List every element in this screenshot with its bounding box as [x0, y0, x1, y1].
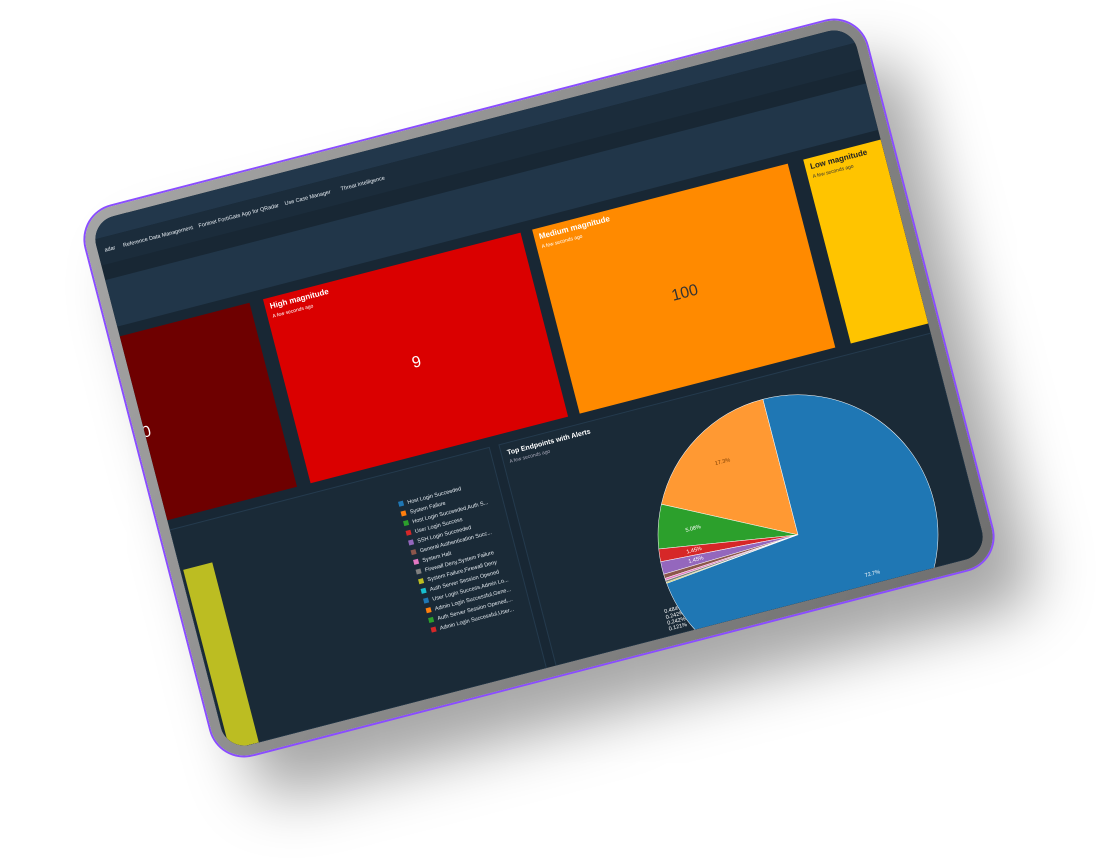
tile — [90, 302, 298, 553]
pie-slice — [661, 398, 799, 536]
tile — [262, 232, 569, 484]
pie-label: 0.121% — [668, 622, 688, 633]
dashboard: Top Endpoints with Alerts A few seconds … — [90, 25, 988, 751]
legend-swatch — [418, 578, 425, 585]
header — [90, 25, 856, 240]
legend-swatch — [415, 568, 422, 575]
pie-label: 72.7% — [864, 569, 881, 579]
legend-swatch — [428, 616, 435, 623]
legend-swatch — [400, 510, 407, 517]
legend-swatch — [410, 549, 417, 556]
pie-label: 0.242% — [667, 616, 687, 627]
pie-label: 17.3% — [714, 457, 731, 467]
nav-bar — [94, 42, 863, 266]
nav-tab: adar — [104, 245, 116, 254]
bar — [183, 562, 259, 750]
tile — [532, 163, 836, 414]
legend-swatch — [405, 529, 412, 536]
tile-count: 100 — [670, 282, 700, 305]
tile-count: 9 — [410, 353, 423, 372]
left-panel — [169, 446, 547, 751]
legend-swatch — [408, 539, 415, 546]
pie-label: 5.08% — [685, 524, 702, 534]
pie-label: 1.45% — [688, 555, 705, 565]
legend-swatch — [420, 587, 427, 594]
pie-label: 0.484% — [664, 605, 684, 616]
pie-label: 0.242% — [665, 610, 685, 621]
legend-swatch — [398, 500, 405, 507]
legend-swatch — [403, 520, 410, 527]
legend-swatch — [423, 597, 430, 604]
legend-swatch — [413, 558, 420, 565]
toolbar — [105, 83, 879, 327]
tablet-frame: Top Endpoints with Alerts A few seconds … — [77, 13, 1001, 763]
legend-swatch — [425, 607, 432, 614]
legend-swatch — [430, 626, 437, 633]
pie-label: 1.45% — [686, 546, 703, 556]
screen: Top Endpoints with Alerts A few seconds … — [90, 25, 988, 751]
